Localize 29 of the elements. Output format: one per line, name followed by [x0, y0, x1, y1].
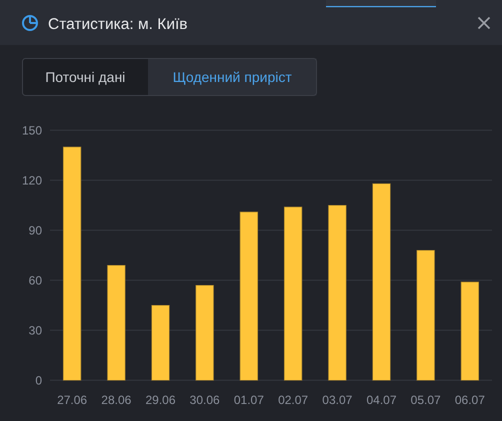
bar	[372, 183, 391, 381]
x-tick-label: 28.06	[101, 393, 132, 407]
x-tick-label: 03.07	[322, 393, 353, 407]
y-tick-label: 0	[35, 373, 42, 388]
bar	[62, 146, 82, 381]
tab-button[interactable]: Поточні дані	[22, 58, 148, 96]
bar	[284, 206, 302, 381]
x-tick-label: 30.06	[190, 393, 220, 407]
y-tick-label: 150	[22, 123, 42, 138]
y-tick-label: 30	[28, 323, 42, 338]
x-tick-label: 02.07	[278, 393, 308, 407]
bar	[416, 250, 435, 381]
bar	[240, 212, 258, 381]
bar	[151, 305, 170, 381]
bar	[460, 282, 480, 381]
y-tick-label: 60	[28, 273, 42, 288]
chart-title: Статистика: м. Київ	[48, 16, 188, 33]
x-tick-label: 04.07	[366, 393, 397, 407]
y-tick-label: 120	[22, 173, 42, 188]
tab-button[interactable]: Щоденний приріст	[148, 58, 316, 96]
y-tick-label: 90	[28, 223, 42, 238]
x-tick-label: 29.06	[145, 393, 176, 407]
bar	[107, 265, 126, 381]
bar	[328, 205, 346, 381]
x-tick-label: 27.06	[57, 393, 88, 407]
bar	[196, 285, 214, 381]
x-tick-label: 01.07	[234, 393, 264, 407]
x-tick-label: 06.07	[454, 393, 486, 407]
x-tick-label: 05.07	[410, 393, 442, 407]
